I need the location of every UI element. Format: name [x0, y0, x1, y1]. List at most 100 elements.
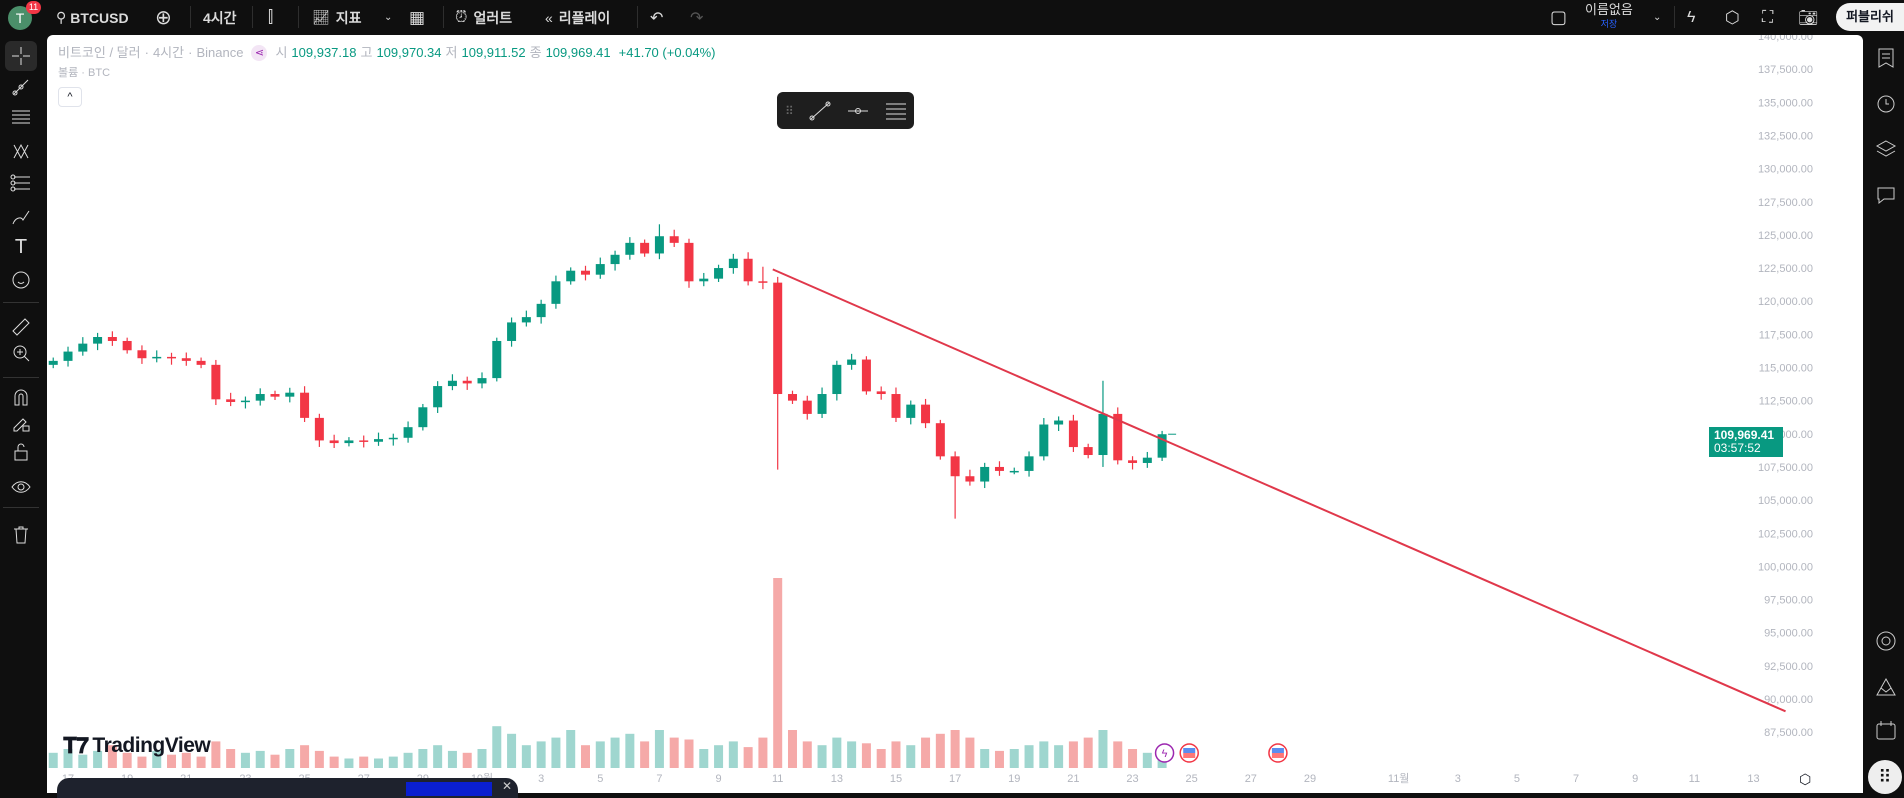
camera-icon[interactable]: 📷︎ — [1798, 9, 1819, 27]
indicators-label: 지표 — [335, 9, 362, 26]
time-axis-label: 27 — [1245, 773, 1257, 785]
candle-body — [78, 343, 88, 352]
replay-button[interactable]: « 리플레이 — [545, 0, 610, 35]
quick-search-icon[interactable]: ϟ — [1687, 8, 1696, 26]
zoom-in-icon[interactable] — [5, 338, 37, 368]
volume-bar — [876, 749, 886, 768]
text-icon[interactable]: T — [14, 235, 28, 258]
chart-pane[interactable]: 140,000.00 137,500.00 135,000.00 132,500.00… — [47, 35, 1863, 793]
volume-bar — [93, 750, 103, 768]
price-axis-label: 117,500.00 — [1759, 329, 1813, 341]
trend-line-icon[interactable] — [5, 72, 37, 102]
line-endpoint-icon[interactable] — [846, 100, 870, 122]
eye-icon[interactable] — [5, 472, 37, 502]
crosshair-icon[interactable] — [5, 41, 37, 71]
unlock-icon[interactable] — [5, 437, 37, 467]
price-axis-label: 125,000.00 — [1758, 230, 1813, 242]
chevron-down-icon[interactable]: ⌄ — [1653, 12, 1662, 23]
price-axis-label: 102,500.00 — [1758, 528, 1813, 540]
high-label: 고 — [360, 45, 373, 60]
candle-body — [773, 282, 783, 395]
legend-interval: 4시간 — [152, 45, 185, 60]
horizontal-lines-icon[interactable] — [5, 102, 37, 132]
lightning-event-icon — [1154, 743, 1175, 763]
watchlist-icon[interactable] — [1875, 47, 1897, 69]
candle-body — [876, 391, 886, 395]
emoji-icon[interactable] — [5, 265, 37, 295]
volume-bar — [832, 737, 842, 768]
candle-body — [521, 317, 531, 323]
alert-button[interactable]: ⏰︎ 얼러트 — [455, 0, 512, 35]
ideas-icon[interactable] — [1875, 676, 1897, 698]
brush-icon[interactable] — [5, 202, 37, 232]
volume-bar — [285, 749, 295, 768]
candle-body — [1157, 434, 1167, 458]
price-axis-label: 112,500.00 — [1759, 396, 1813, 408]
apps-grid-icon[interactable]: ⠿ — [1868, 760, 1902, 794]
time-axis-label: 5 — [597, 773, 603, 785]
pattern-icon[interactable] — [5, 137, 37, 167]
low-value: 109,911.52 — [461, 45, 526, 60]
volume-legend[interactable]: 볼륨 · BTC — [58, 67, 111, 79]
layout-name-button[interactable]: 이름없음 저장 — [1585, 2, 1633, 30]
redo-icon[interactable]: ↷ — [690, 9, 704, 27]
volume-bar — [507, 733, 517, 768]
settings-icon[interactable]: ⬡ — [1725, 7, 1740, 27]
layers-icon[interactable] — [1875, 138, 1897, 160]
drag-handle-icon[interactable]: ⠿ — [785, 103, 794, 118]
time-axis-label: 11 — [772, 773, 783, 785]
market-status-icon[interactable]: ⋖ — [251, 45, 268, 61]
alert-label: 얼러트 — [473, 9, 513, 26]
target-icon[interactable] — [1875, 630, 1897, 652]
fullscreen-icon[interactable]: ⛶ — [1762, 8, 1774, 26]
tradingview-logo[interactable]: 𝐓𝟕 TradingView — [63, 733, 211, 758]
candle-body — [93, 337, 103, 344]
square-icon[interactable]: ▢ — [1550, 7, 1568, 27]
price-axis-label: 115,000.00 — [1759, 363, 1813, 375]
volume-bar — [728, 741, 738, 768]
close-icon[interactable]: ✕ — [501, 779, 512, 793]
layout-grid-icon[interactable]: ▦ — [409, 7, 426, 27]
indicators-button[interactable]: 📈︎ 지표 — [312, 0, 362, 35]
lock-drawing-icon[interactable] — [5, 408, 37, 438]
ruler-icon[interactable] — [5, 312, 37, 342]
interval-button[interactable]: 4시간 — [203, 9, 237, 26]
promo-button[interactable] — [406, 782, 492, 796]
collapse-legend-button[interactable]: ^ — [58, 87, 82, 107]
volume-bar — [625, 733, 635, 768]
trash-icon[interactable] — [5, 520, 37, 550]
add-symbol-icon[interactable]: ⊕ — [155, 7, 172, 29]
price-axis-label: 97,500.00 — [1764, 595, 1813, 607]
price-axis-label: 120,000.00 — [1758, 296, 1813, 308]
settings-icon[interactable]: ⬡ — [1799, 771, 1812, 787]
price-axis-label: 137,500.00 — [1758, 64, 1813, 76]
chart-canvas[interactable]: 140,000.00 137,500.00 135,000.00 132,500.00… — [47, 35, 1863, 793]
chevron-down-icon[interactable]: ⌄ — [384, 12, 393, 23]
symbol-name[interactable]: 비트코인 / 달러 — [58, 45, 141, 60]
line-settings-icon[interactable] — [884, 100, 908, 122]
publish-button[interactable]: 퍼블리쉬 — [1836, 3, 1904, 31]
candle-body — [787, 394, 797, 401]
candle-body — [699, 278, 709, 282]
volume-bar — [1113, 741, 1123, 768]
volume-bar — [861, 743, 871, 768]
open-label: 시 — [275, 45, 288, 60]
time-axis-label: 3 — [1455, 773, 1461, 785]
candle-body — [832, 364, 842, 395]
time-axis-label: 21 — [1067, 773, 1079, 785]
candle-body — [861, 359, 871, 392]
time-axis-label: 9 — [715, 773, 721, 785]
candle-type-icon[interactable]: ⫿ — [268, 8, 274, 26]
undo-icon[interactable]: ↶ — [650, 9, 664, 27]
magnet-icon[interactable] — [5, 382, 37, 412]
line-style-icon[interactable] — [808, 100, 832, 122]
calendar-icon[interactable] — [1875, 719, 1897, 741]
symbol-search-button[interactable]: ⚲ BTCUSD — [56, 0, 129, 35]
alarm-clock-icon[interactable] — [1875, 92, 1897, 114]
chat-icon[interactable] — [1875, 184, 1897, 206]
candle-body — [359, 440, 369, 442]
fib-retracement-icon[interactable] — [5, 168, 37, 198]
volume-bar — [699, 749, 709, 768]
volume-bar — [433, 745, 443, 768]
volume-bar — [906, 745, 916, 768]
